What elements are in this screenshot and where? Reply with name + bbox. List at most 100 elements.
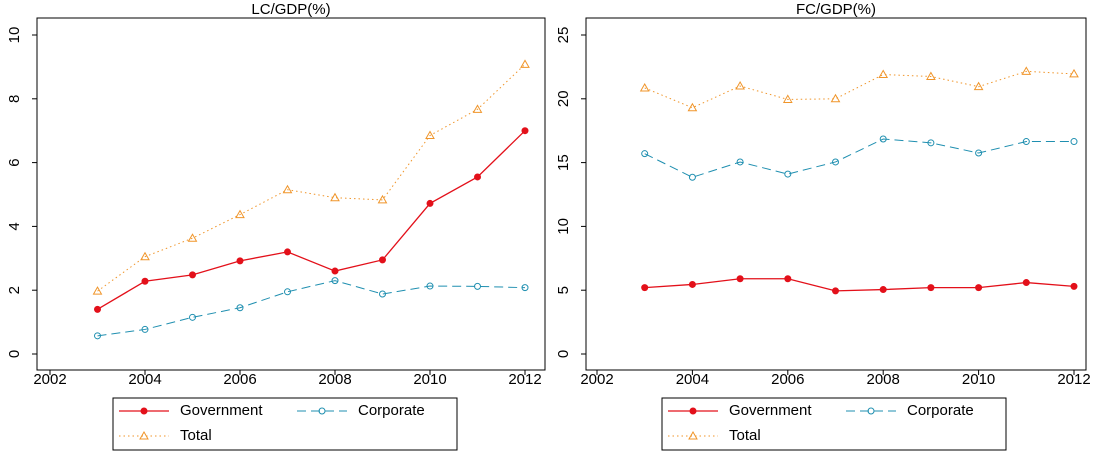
y-tick-label: 4 [6,222,23,230]
series-line [644,70,1075,109]
x-tick-label: 2010 [413,371,446,388]
data-point [1022,279,1030,287]
legend-marker [688,430,698,440]
data-point [782,94,793,103]
data-point [141,277,149,285]
data-point [784,275,792,283]
x-tick-label: 2012 [508,371,541,388]
legend-label: Total [180,427,212,444]
data-point [521,284,529,292]
data-point [1069,68,1079,78]
data-point [832,158,839,166]
data-point [140,251,150,261]
data-point [641,150,649,158]
y-tick-label: 5 [555,286,572,294]
legend-box [661,397,1007,451]
data-point [879,135,887,143]
data-point [472,104,483,113]
data-point [878,69,889,79]
x-tick-label: 2002 [33,371,66,388]
series-line [644,278,1075,292]
data-point [688,280,696,288]
x-tick-label: 2004 [676,371,709,388]
data-point [927,139,935,147]
data-point [735,81,745,90]
data-point [832,287,839,295]
legend-label: Government [180,402,263,419]
data-point [187,233,198,242]
data-point [927,284,935,292]
chart-title: LC/GDP(%) [251,1,330,18]
series-line [97,63,526,292]
data-point [236,304,244,312]
data-point [284,248,291,256]
legend-label: Corporate [907,402,974,419]
data-point [284,288,291,296]
y-tick-label: 10 [6,27,23,44]
data-point [736,275,744,283]
y-tick-label: 25 [555,27,572,44]
data-point [521,127,529,135]
data-point [474,173,481,181]
plot-frame [585,17,1087,371]
data-point [736,158,744,166]
y-tick-label: 0 [555,350,572,358]
legend-marker [140,407,148,415]
data-point [975,284,983,292]
data-point [1070,138,1078,146]
data-point [94,332,101,340]
data-point [377,194,388,204]
data-point [425,130,435,139]
data-point [426,282,434,290]
x-tick-label: 2008 [867,371,900,388]
data-point [189,313,196,321]
data-point [687,102,698,112]
data-point [426,199,434,207]
x-tick-label: 2012 [1057,371,1090,388]
y-tick-label: 10 [555,218,572,235]
x-tick-label: 2006 [771,371,804,388]
y-tick-label: 20 [555,90,572,107]
legend-marker [318,407,326,415]
legend-label: Government [729,402,812,419]
data-point [973,81,984,91]
data-point [1021,66,1032,75]
y-tick-label: 2 [6,286,23,294]
data-point [282,184,293,194]
data-point [94,305,101,313]
x-tick-label: 2004 [128,371,161,388]
y-tick-label: 15 [555,154,572,171]
data-point [641,284,649,292]
data-point [975,149,983,157]
data-point [141,325,149,333]
data-point [639,82,650,92]
data-point [379,290,386,298]
data-point [92,286,103,295]
data-point [331,267,339,275]
data-point [1070,282,1078,290]
x-tick-label: 2006 [223,371,256,388]
data-point [331,277,339,285]
legend-box [112,397,458,451]
data-point [379,256,386,264]
data-point [784,170,792,178]
data-point [520,59,530,68]
data-point [830,93,841,103]
series-line [644,138,1074,178]
x-tick-label: 2010 [962,371,995,388]
series-line [97,280,526,337]
x-tick-label: 2008 [318,371,351,388]
data-point [330,192,340,202]
data-point [1022,138,1030,146]
legend-marker [689,407,697,415]
data-point [189,271,196,279]
y-tick-label: 8 [6,95,23,103]
legend-label: Total [729,427,761,444]
x-tick-label: 2002 [580,371,613,388]
series-line [97,130,526,310]
legend-marker [867,407,875,415]
data-point [688,173,696,181]
y-tick-label: 0 [6,350,23,358]
data-point [474,282,481,290]
